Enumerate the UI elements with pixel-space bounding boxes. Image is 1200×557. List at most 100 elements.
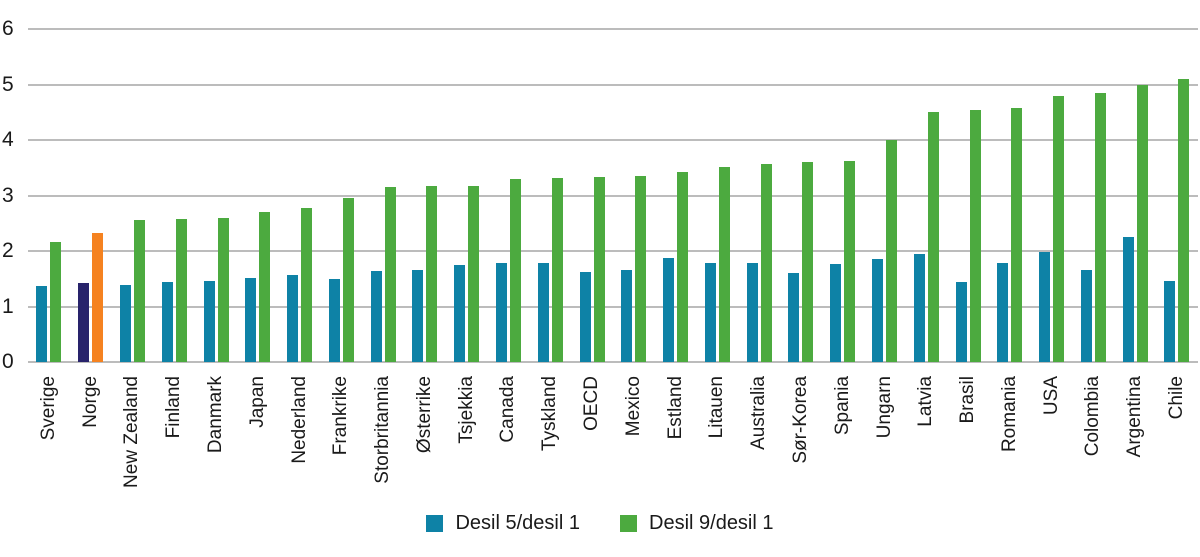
x-label-cell: Japan [237, 370, 279, 504]
bar-colombia-desil-5-desil-1 [1080, 269, 1092, 362]
y-axis-tick-label: 3 [2, 183, 14, 207]
x-label-cell: OECD [571, 370, 613, 504]
x-axis-label-new-zealand: New Zealand [121, 376, 143, 488]
bar-group-new-zealand [112, 29, 154, 362]
gridline [28, 250, 1198, 252]
bar-latvia-desil-5-desil-1 [913, 254, 925, 362]
x-label-cell: Tsjekkia [446, 370, 488, 504]
bar-s-r-korea-desil-5-desil-1 [788, 272, 800, 362]
bar-group-tyskland [529, 29, 571, 362]
bar-brasil-desil-9-desil-1 [969, 110, 981, 362]
bar-group-romania [989, 29, 1031, 362]
x-axis-label-colombia: Colombia [1082, 376, 1104, 457]
gridline [28, 361, 1198, 363]
x-label-cell: Ungarn [864, 370, 906, 504]
bar-tyskland-desil-9-desil-1 [551, 178, 563, 362]
bar-group-storbritannia [362, 29, 404, 362]
x-axis-label-sterrike: Østerrike [413, 376, 435, 454]
bar-argentina-desil-9-desil-1 [1136, 84, 1148, 362]
bar-new-zealand-desil-9-desil-1 [133, 220, 145, 362]
bar-canada-desil-9-desil-1 [509, 178, 521, 362]
x-label-cell: Finland [153, 370, 195, 504]
x-label-cell: Frankrike [320, 370, 362, 504]
bar-australia-desil-5-desil-1 [746, 263, 758, 362]
bar-group-usa [1031, 29, 1073, 362]
x-label-cell: Colombia [1073, 370, 1115, 504]
bar-group-sterrike [404, 29, 446, 362]
x-axis-labels: Sverige Norge New Zealand Finland Danmark Jap… [28, 370, 1198, 504]
x-axis-label-tsjekkia: Tsjekkia [455, 376, 477, 444]
legend-item-desil-5-desil-1: Desil 5/desil 1 [426, 511, 580, 535]
bar-ungarn-desil-5-desil-1 [872, 258, 884, 362]
bar-tsjekkia-desil-9-desil-1 [468, 186, 480, 362]
x-label-cell: Sør-Korea [780, 370, 822, 504]
bar-latvia-desil-9-desil-1 [927, 112, 939, 362]
bar-mexico-desil-5-desil-1 [621, 269, 633, 362]
bar-group-finland [153, 29, 195, 362]
legend-label: Desil 9/desil 1 [649, 512, 774, 534]
bar-litauen-desil-9-desil-1 [718, 167, 730, 362]
bar-storbritannia-desil-9-desil-1 [384, 187, 396, 362]
bar-group-s-r-korea [780, 29, 822, 362]
bar-usa-desil-5-desil-1 [1039, 252, 1051, 362]
bar-group-norge [70, 29, 112, 362]
bar-sverige-desil-5-desil-1 [36, 285, 48, 362]
x-axis-label-tyskland: Tyskland [539, 376, 561, 451]
bar-storbritannia-desil-5-desil-1 [370, 270, 382, 362]
x-label-cell: USA [1031, 370, 1073, 504]
bar-group-australia [738, 29, 780, 362]
x-axis-label-mexico: Mexico [622, 376, 644, 437]
bar-group-ungarn [864, 29, 906, 362]
x-label-cell: Sverige [28, 370, 70, 504]
bar-canada-desil-5-desil-1 [495, 263, 507, 362]
bar-chile-desil-5-desil-1 [1164, 280, 1176, 362]
y-axis-tick-label: 6 [2, 17, 14, 40]
x-label-cell: Tyskland [529, 370, 571, 504]
bar-sverige-desil-9-desil-1 [50, 242, 62, 362]
bar-group-latvia [905, 29, 947, 362]
bar-group-tsjekkia [446, 29, 488, 362]
bar-group-danmark [195, 29, 237, 362]
bar-group-spania [822, 29, 864, 362]
legend-item-desil-9-desil-1: Desil 9/desil 1 [620, 511, 774, 535]
x-label-cell: Canada [488, 370, 530, 504]
x-label-cell: Mexico [613, 370, 655, 504]
bar-brasil-desil-5-desil-1 [955, 281, 967, 362]
x-label-cell: Storbritannia [362, 370, 404, 504]
legend-label: Desil 5/desil 1 [455, 512, 580, 534]
legend-swatch-icon [620, 514, 637, 532]
bar-new-zealand-desil-5-desil-1 [119, 285, 131, 362]
bar-danmark-desil-5-desil-1 [203, 280, 215, 362]
x-axis-label-litauen: Litauen [706, 376, 728, 439]
bar-usa-desil-9-desil-1 [1053, 95, 1065, 362]
bar-group-canada [488, 29, 530, 362]
legend: Desil 5/desil 1 Desil 9/desil 1 [0, 511, 1200, 535]
gridline [28, 28, 1198, 30]
bar-estland-desil-5-desil-1 [663, 257, 675, 362]
x-axis-label-canada: Canada [497, 376, 519, 443]
x-label-cell: Argentina [1114, 370, 1156, 504]
x-axis-label-usa: USA [1040, 376, 1062, 416]
x-axis-label-japan: Japan [246, 376, 268, 428]
bar-group-colombia [1073, 29, 1115, 362]
x-axis-label-finland: Finland [163, 376, 185, 439]
x-axis-label-latvia: Latvia [915, 376, 937, 427]
x-label-cell: Østerrike [404, 370, 446, 504]
x-label-cell: Romania [989, 370, 1031, 504]
bar-colombia-desil-9-desil-1 [1094, 93, 1106, 362]
y-axis-tick-label: 2 [2, 239, 14, 262]
bar-japan-desil-9-desil-1 [259, 211, 271, 362]
bar-mexico-desil-9-desil-1 [635, 176, 647, 362]
x-axis-label-frankrike: Frankrike [330, 376, 352, 456]
bar-norge-desil-5-desil-1 [78, 282, 90, 362]
bar-group-frankrike [320, 29, 362, 362]
bar-group-nederland [279, 29, 321, 362]
x-axis-label-sverige: Sverige [37, 376, 59, 441]
bar-ungarn-desil-9-desil-1 [886, 140, 898, 362]
x-label-cell: Latvia [905, 370, 947, 504]
bar-argentina-desil-5-desil-1 [1122, 237, 1134, 362]
x-label-cell: Estland [655, 370, 697, 504]
x-label-cell: Litauen [697, 370, 739, 504]
bar-finland-desil-5-desil-1 [161, 281, 173, 362]
x-label-cell: New Zealand [112, 370, 154, 504]
